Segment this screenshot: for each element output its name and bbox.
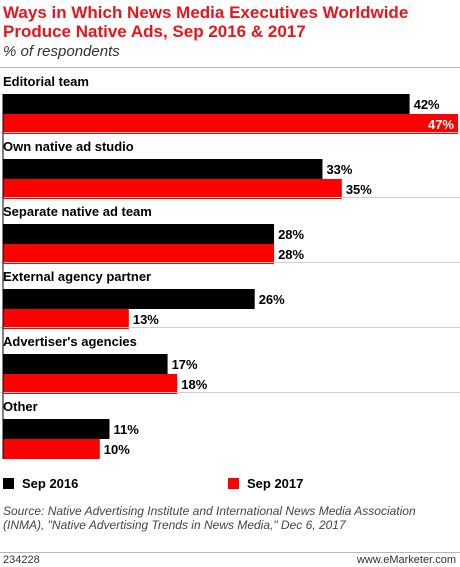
bar-sep-2016 — [3, 289, 255, 309]
category-label: Own native ad studio — [3, 139, 134, 154]
bar-sep-2017 — [3, 114, 458, 134]
data-label: 28% — [278, 247, 304, 262]
bar-sep-2016 — [3, 159, 323, 179]
bar-sep-2016 — [3, 354, 168, 374]
bar-sep-2016 — [3, 419, 110, 439]
chart-subtitle: % of respondents — [3, 43, 120, 60]
category-label: Other — [3, 399, 38, 414]
data-label: 26% — [259, 292, 285, 307]
category-label: External agency partner — [3, 269, 151, 284]
category-label: Advertiser's agencies — [3, 334, 137, 349]
bar-sep-2016 — [3, 224, 275, 244]
data-label: 47% — [428, 117, 454, 132]
legend-label-sep-2016: Sep 2016 — [22, 476, 79, 491]
chart-id: 234228 — [3, 554, 40, 566]
bar-sep-2017 — [3, 244, 275, 264]
data-label: 33% — [326, 162, 352, 177]
bar-sep-2017 — [3, 374, 178, 394]
data-label: 10% — [104, 442, 130, 457]
data-label: 18% — [181, 377, 207, 392]
bar-sep-2017 — [3, 309, 129, 329]
legend-item-sep-2016: Sep 2016 — [3, 476, 78, 491]
category-label: Editorial team — [3, 74, 89, 89]
data-label: 28% — [278, 227, 304, 242]
brand-url: www.eMarketer.com — [356, 554, 456, 566]
data-label: 13% — [133, 312, 159, 327]
top-divider — [0, 67, 460, 68]
legend-swatch-sep-2016 — [3, 478, 14, 489]
bar-chart: Editorial team 42% 47% Own native ad studio… — [0, 74, 460, 459]
bar-sep-2016 — [3, 94, 410, 114]
bar-sep-2017 — [3, 439, 100, 459]
bottom-divider — [0, 552, 460, 553]
legend-item-sep-2017: Sep 2017 — [228, 476, 303, 491]
data-label: 35% — [346, 182, 372, 197]
legend-swatch-sep-2017 — [228, 478, 239, 489]
legend-label-sep-2017: Sep 2017 — [247, 476, 304, 491]
data-label: 42% — [414, 97, 440, 112]
chart-title: Ways in Which News Media Executives Worl… — [3, 3, 409, 41]
source-note: Source: Native Advertising Institute and… — [3, 504, 416, 532]
bar-sep-2017 — [3, 179, 342, 199]
data-label: 11% — [113, 422, 139, 437]
data-label: 17% — [172, 357, 198, 372]
category-label: Separate native ad team — [3, 204, 152, 219]
